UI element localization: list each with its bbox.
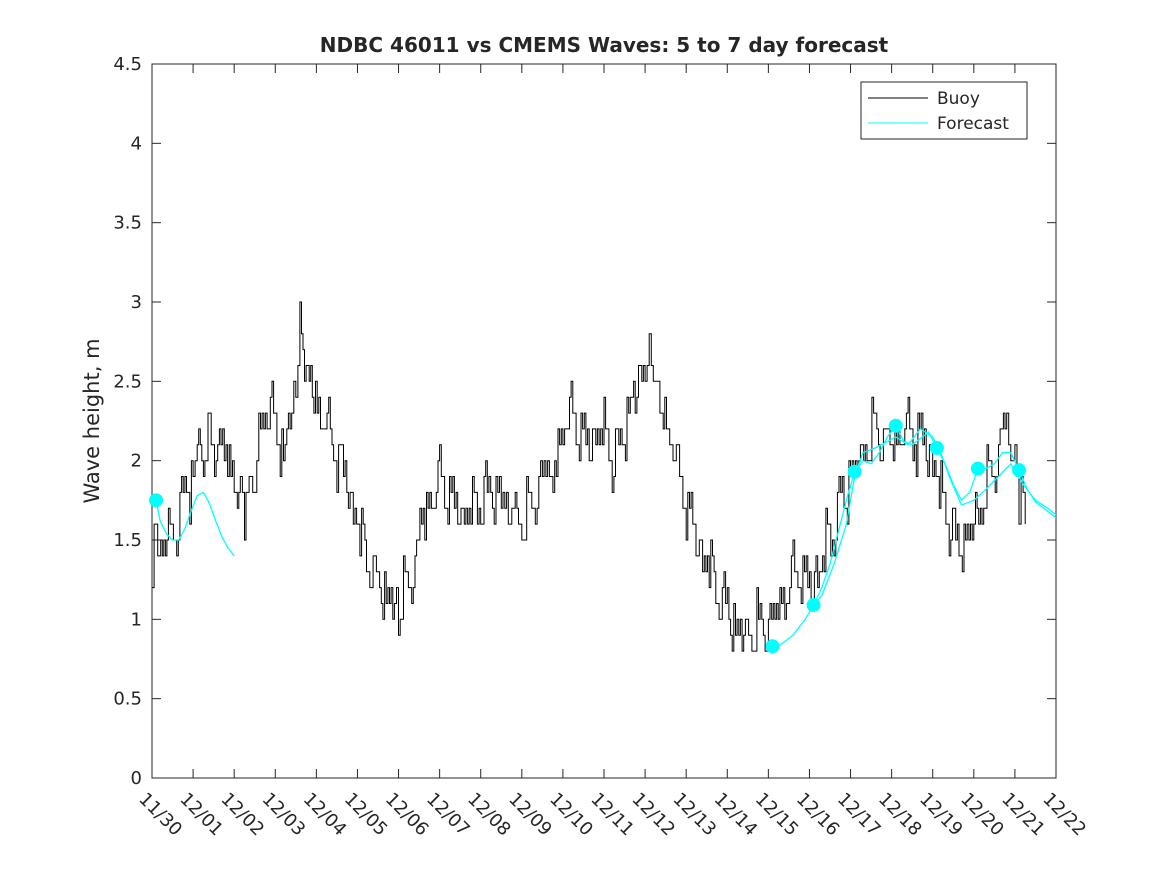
legend: Buoy Forecast xyxy=(860,81,1028,140)
y-tick-label: 2 xyxy=(131,451,142,472)
y-tick-label: 1.5 xyxy=(113,530,142,551)
legend-box xyxy=(860,81,1028,140)
forecast-marker xyxy=(970,461,985,476)
y-axis-label: Wave height, m xyxy=(80,338,104,503)
forecast-marker xyxy=(806,598,821,613)
forecast-marker xyxy=(1012,463,1027,478)
forecast-marker xyxy=(888,418,903,433)
forecast-marker xyxy=(847,464,862,479)
forecast-marker xyxy=(765,639,780,654)
forecast-series-line xyxy=(155,491,235,557)
legend-forecast-label: Forecast xyxy=(937,114,1009,134)
y-tick-label: 0.5 xyxy=(113,689,142,710)
y-tick-label: 1 xyxy=(131,609,142,630)
plot-area: 11/3012/0112/0212/0312/0412/0512/0612/07… xyxy=(113,54,1090,840)
forecast-marker xyxy=(149,493,164,508)
forecast-series-line xyxy=(772,424,1057,647)
chart-title: NDBC 46011 vs CMEMS Waves: 5 to 7 day fo… xyxy=(320,33,889,57)
y-tick-label: 3 xyxy=(131,292,142,313)
forecast-marker xyxy=(929,440,944,455)
y-tick-label: 0 xyxy=(131,768,142,789)
legend-buoy-label: Buoy xyxy=(937,89,980,109)
y-tick-label: 3.5 xyxy=(113,213,142,234)
y-tick-label: 4 xyxy=(131,133,142,154)
buoy-series-line xyxy=(152,301,1026,652)
y-tick-label: 2.5 xyxy=(113,371,142,392)
y-tick-label: 4.5 xyxy=(113,54,142,75)
